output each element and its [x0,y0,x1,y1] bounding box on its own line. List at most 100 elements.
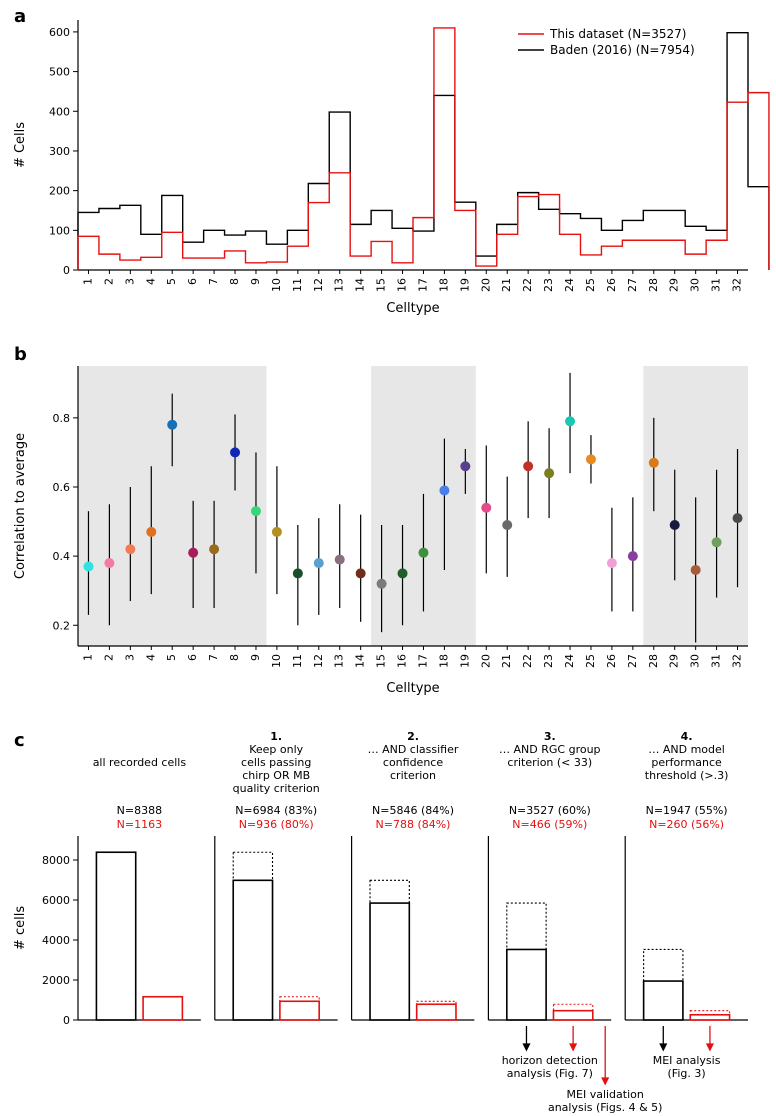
svg-text:32: 32 [731,654,744,668]
svg-text:17: 17 [416,654,429,668]
svg-text:4: 4 [144,278,157,285]
svg-text:N=936 (80%): N=936 (80%) [239,818,314,831]
svg-text:16: 16 [396,278,409,292]
svg-text:N=466 (59%): N=466 (59%) [512,818,587,831]
svg-text:27: 27 [626,278,639,292]
svg-text:N=260 (56%): N=260 (56%) [649,818,724,831]
svg-text:500: 500 [49,66,70,79]
svg-text:0.4: 0.4 [53,550,71,563]
svg-text:3: 3 [123,278,136,285]
svg-text:15: 15 [375,278,388,292]
svg-text:criterion (< 33): criterion (< 33) [507,756,592,769]
svg-text:Celltype: Celltype [386,301,439,316]
svg-text:25: 25 [584,654,597,668]
svg-text:Baden (2016) (N=7954): Baden (2016) (N=7954) [550,43,695,57]
svg-text:200: 200 [49,185,70,198]
svg-text:27: 27 [626,654,639,668]
svg-text:# Cells: # Cells [13,122,28,168]
svg-text:9: 9 [249,278,262,285]
svg-text:16: 16 [396,654,409,668]
svg-text:32: 32 [731,278,744,292]
svg-text:15: 15 [375,654,388,668]
svg-text:4000: 4000 [42,934,70,947]
svg-text:300: 300 [49,145,70,158]
svg-text:2: 2 [102,654,115,661]
svg-text:11: 11 [291,654,304,668]
svg-text:28: 28 [647,654,660,668]
svg-text:9: 9 [249,654,262,661]
svg-text:1: 1 [81,278,94,285]
svg-text:all recorded cells: all recorded cells [93,756,187,769]
svg-text:25: 25 [584,278,597,292]
svg-text:threshold (>.3): threshold (>.3) [645,769,729,782]
svg-text:5: 5 [165,278,178,285]
svg-text:12: 12 [312,654,325,668]
svg-text:# cells: # cells [13,906,28,950]
svg-text:13: 13 [333,278,346,292]
svg-text:1.: 1. [270,730,282,743]
svg-text:18: 18 [437,654,450,668]
svg-text:1: 1 [81,654,94,661]
svg-text:3: 3 [123,654,136,661]
svg-text:0: 0 [63,1014,70,1027]
svg-text:6: 6 [186,278,199,285]
svg-text:MEI analysis: MEI analysis [653,1054,721,1067]
svg-text:21: 21 [500,278,513,292]
svg-text:18: 18 [437,278,450,292]
svg-text:22: 22 [521,654,534,668]
svg-text:4.: 4. [681,730,693,743]
svg-text:30: 30 [689,278,702,292]
figure: a b c 0100200300400500600# Cells12345678… [0,0,776,1116]
svg-text:3.: 3. [544,730,556,743]
svg-text:0: 0 [63,264,70,277]
svg-text:28: 28 [647,278,660,292]
svg-text:confidence: confidence [383,756,443,769]
svg-text:quality criterion: quality criterion [233,782,320,795]
svg-text:29: 29 [668,278,681,292]
svg-text:8: 8 [228,278,241,285]
svg-text:chirp OR MB: chirp OR MB [242,769,310,782]
svg-text:600: 600 [49,26,70,39]
svg-text:performance: performance [651,756,722,769]
svg-text:4: 4 [144,654,157,661]
svg-text:23: 23 [542,654,555,668]
svg-text:N=5846 (84%): N=5846 (84%) [372,804,454,817]
svg-text:10: 10 [270,654,283,668]
svg-text:N=1947 (55%): N=1947 (55%) [646,804,728,817]
svg-text:7: 7 [207,654,220,661]
svg-text:… AND RGC group: … AND RGC group [499,743,601,756]
svg-text:31: 31 [710,278,723,292]
svg-text:… AND classifier: … AND classifier [368,743,459,756]
panel-b-chart: 0.20.40.60.8Correlation to average123456… [0,336,776,716]
svg-text:23: 23 [542,278,555,292]
svg-text:2000: 2000 [42,974,70,987]
svg-text:This dataset (N=3527): This dataset (N=3527) [549,27,686,41]
svg-text:6: 6 [186,654,199,661]
svg-text:(Fig. 3): (Fig. 3) [668,1067,706,1080]
svg-text:MEI validation: MEI validation [567,1088,644,1101]
svg-text:criterion: criterion [390,769,436,782]
svg-text:analysis (Figs. 4 & 5): analysis (Figs. 4 & 5) [548,1101,662,1114]
svg-text:19: 19 [458,278,471,292]
svg-text:8000: 8000 [42,854,70,867]
svg-text:… AND model: … AND model [648,743,724,756]
svg-text:0.8: 0.8 [53,412,71,425]
svg-text:20: 20 [479,654,492,668]
svg-text:400: 400 [49,105,70,118]
svg-text:2: 2 [102,278,115,285]
svg-text:Keep only: Keep only [249,743,303,756]
panel-c-chart: # cells 0 2000 4000 6000 8000 all recorded cel… [0,716,776,1116]
svg-text:6000: 6000 [42,894,70,907]
svg-text:10: 10 [270,278,283,292]
svg-text:analysis (Fig. 7): analysis (Fig. 7) [507,1067,593,1080]
svg-text:20: 20 [479,278,492,292]
svg-text:29: 29 [668,654,681,668]
svg-text:horizon detection: horizon detection [502,1054,598,1067]
svg-text:21: 21 [500,654,513,668]
svg-text:N=3527 (60%): N=3527 (60%) [509,804,591,817]
svg-text:Celltype: Celltype [386,681,439,696]
svg-text:0.6: 0.6 [53,481,71,494]
svg-text:5: 5 [165,654,178,661]
svg-text:8: 8 [228,654,241,661]
svg-text:cells passing: cells passing [241,756,311,769]
